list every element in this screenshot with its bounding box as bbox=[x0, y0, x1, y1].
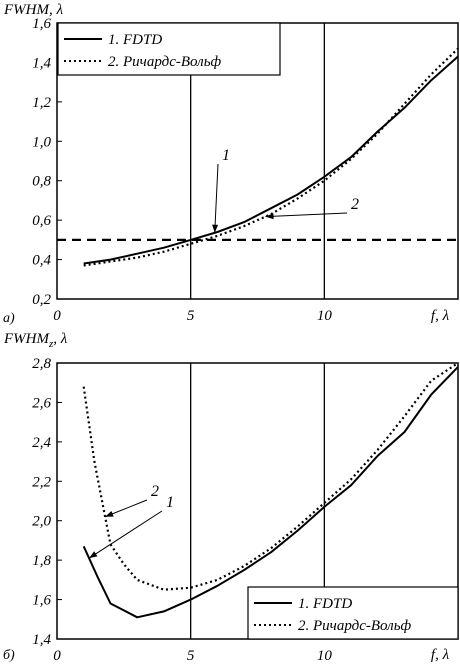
panel1-x-tick-label: 0 bbox=[53, 308, 61, 324]
panel1-y-tick-label: 1,6 bbox=[32, 16, 51, 32]
panel2-panel-label: б) bbox=[3, 648, 15, 663]
panel1-callout-label-1: 1 bbox=[222, 147, 230, 164]
panel1-callout-label-2: 2 bbox=[351, 196, 359, 213]
panel1-callout-arrow-2 bbox=[265, 212, 348, 218]
panel2-callout-label-2: 2 bbox=[151, 483, 159, 500]
panel1-y-tick-label: 0,8 bbox=[32, 174, 51, 190]
panel2-x-tick-label: 5 bbox=[187, 648, 195, 664]
panel1-callout-arrowhead-1 bbox=[212, 224, 219, 233]
panel1-x-tick-label: 5 bbox=[187, 308, 195, 324]
panel1-y-tick-label: 1,2 bbox=[32, 95, 51, 111]
panel1-x-tick-label: 10 bbox=[317, 308, 333, 324]
panel2-y-tick-label: 1,8 bbox=[32, 553, 51, 569]
panel1-y-tick-label: 0,2 bbox=[32, 292, 51, 308]
panel2-y-tick-label: 2,8 bbox=[32, 356, 51, 372]
panel2-y-tick-label: 1,6 bbox=[32, 593, 51, 609]
panel1-callout-arrow-1 bbox=[214, 163, 219, 233]
panel2-series-line-2 bbox=[82, 362, 459, 591]
panel2-callout-arrowhead-2 bbox=[105, 511, 114, 517]
panel1-legend-box bbox=[57, 22, 281, 76]
panel2-y-axis-title: FWHMz, λ bbox=[3, 331, 68, 350]
panel1-legend-label-2: 2. Ричардс-Вольф bbox=[108, 54, 222, 70]
panel2-y-tick-label: 2,6 bbox=[32, 395, 51, 411]
panel1-y-axis-title: FWHM, λ bbox=[3, 2, 63, 18]
panel2-x-tick-label: 10 bbox=[317, 648, 333, 664]
panel1-y-tick-label: 1,4 bbox=[32, 55, 51, 71]
panel2-x-axis-title: f, λ bbox=[431, 647, 450, 663]
panel2-legend-box bbox=[247, 586, 459, 640]
panel1-series-line-2 bbox=[83, 47, 459, 267]
panel2-legend-label-2: 2. Ричардс-Вольф bbox=[298, 618, 412, 634]
panel2-series-line-1 bbox=[82, 366, 459, 619]
panel1-y-tick-label: 0,4 bbox=[32, 253, 51, 269]
panel2-y-tick-label: 2,2 bbox=[32, 474, 51, 490]
panel1-y-tick-label: 1,0 bbox=[32, 134, 51, 150]
panel2-x-tick-label: 0 bbox=[53, 648, 61, 664]
panel2-callout-label-1: 1 bbox=[166, 494, 174, 511]
panel2-legend-label-1: 1. FDTD bbox=[298, 596, 352, 612]
panel1-legend-label-1: 1. FDTD bbox=[108, 32, 162, 48]
panel1-callout-arrowhead-2 bbox=[265, 213, 274, 220]
panel2-y-tick-label: 2,0 bbox=[32, 514, 51, 530]
panel2-y-tick-label: 2,4 bbox=[32, 435, 51, 451]
panel2-callout-arrow-1 bbox=[88, 510, 163, 559]
panel1-y-tick-label: 0,6 bbox=[32, 213, 51, 229]
panel1-panel-label: а) bbox=[3, 311, 15, 326]
panel2-y-tick-label: 1,4 bbox=[32, 632, 51, 648]
panel1-series-line-1 bbox=[83, 55, 459, 265]
panel1-x-axis-title: f, λ bbox=[431, 308, 450, 324]
panel2-callout-arrowhead-1 bbox=[89, 551, 98, 559]
